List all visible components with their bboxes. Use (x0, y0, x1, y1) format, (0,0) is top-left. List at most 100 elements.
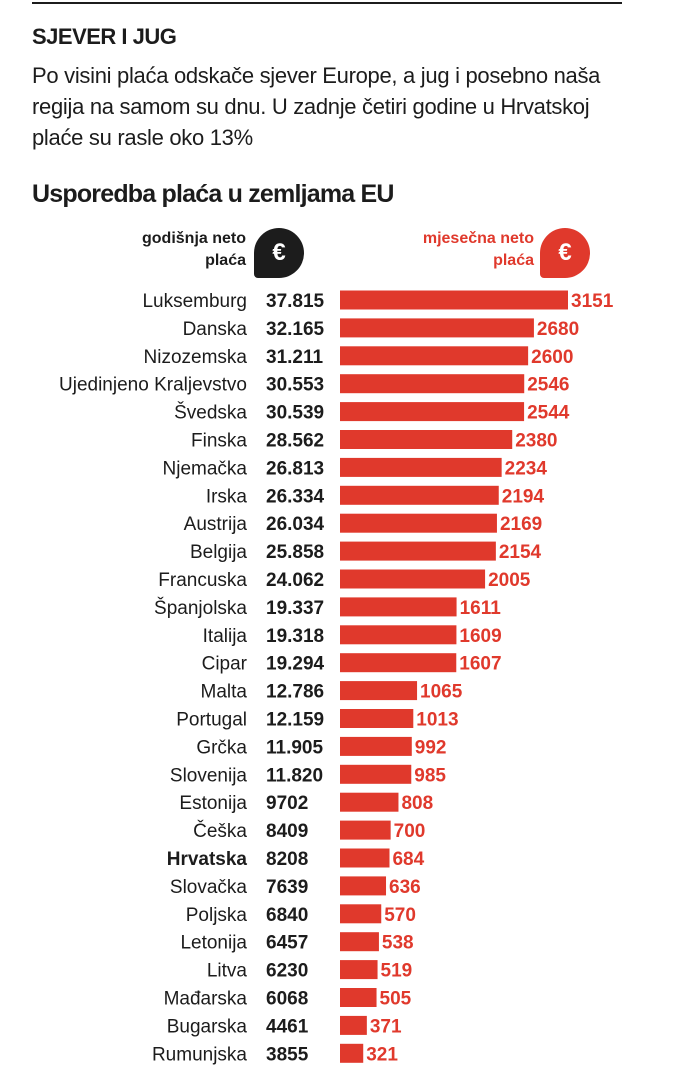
monthly-salary-bar (340, 709, 414, 728)
annual-value-label: 28.562 (266, 431, 324, 452)
country-label: Grčka (196, 737, 247, 758)
country-label: Litva (207, 961, 248, 982)
monthly-value-label: 2680 (537, 319, 579, 340)
monthly-salary-bar (340, 848, 390, 868)
country-label: Irska (206, 486, 248, 507)
monthly-value-label: 2005 (488, 570, 531, 591)
monthly-salary-bar (340, 904, 382, 924)
monthly-salary-bar (340, 485, 499, 505)
monthly-salary-bar (340, 960, 378, 980)
monthly-salary-bar (340, 346, 529, 366)
country-label: Nizozemska (144, 347, 248, 368)
monthly-value-label: 992 (415, 737, 447, 758)
monthly-value-label: 1065 (420, 682, 463, 703)
monthly-value-label: 321 (366, 1044, 398, 1065)
country-label: Mađarska (164, 989, 248, 1010)
monthly-value-label: 684 (392, 849, 424, 870)
monthly-value-label: 1609 (459, 626, 501, 647)
annual-value-label: 26.813 (266, 458, 324, 479)
monthly-salary-bar (340, 932, 379, 952)
country-label: Španjolska (154, 597, 247, 619)
monthly-value-label: 505 (380, 989, 412, 1010)
monthly-value-label: 1607 (459, 654, 501, 675)
country-label: Luksemburg (142, 291, 247, 312)
monthly-salary-bar (340, 764, 412, 784)
annual-value-label: 26.034 (266, 514, 325, 535)
monthly-salary-bar (340, 597, 457, 617)
monthly-salary-bar (340, 653, 457, 673)
monthly-salary-header: mjesečna neto plaća (422, 230, 534, 269)
monthly-value-label: 808 (401, 793, 433, 814)
intro-text: Po visini plaća odskače sjever Europe, a… (32, 63, 601, 150)
monthly-value-label: 636 (389, 877, 421, 898)
monthly-salary-bar (340, 290, 568, 310)
monthly-salary-bar (340, 430, 513, 449)
monthly-salary-bar (340, 457, 502, 477)
monthly-value-label: 538 (382, 933, 414, 954)
country-label: Bugarska (167, 1016, 248, 1037)
annual-value-label: 37.815 (266, 291, 325, 312)
annual-value-label: 32.165 (266, 319, 325, 340)
monthly-salary-bar (340, 736, 412, 756)
monthly-salary-bar (340, 681, 418, 701)
monthly-salary-bar (340, 318, 534, 338)
country-label: Švedska (174, 402, 247, 424)
monthly-salary-bar (340, 569, 486, 589)
monthly-value-label: 700 (394, 821, 426, 842)
country-label: Estonija (179, 793, 247, 814)
annual-value-label: 6457 (266, 933, 308, 954)
monthly-value-label: 985 (414, 765, 446, 786)
monthly-salary-bar (340, 625, 457, 645)
country-label: Slovačka (170, 877, 248, 898)
annual-salary-header: godišnja neto plaća (142, 230, 246, 269)
monthly-salary-bar (340, 988, 377, 1007)
euro-icon: € (254, 228, 304, 278)
annual-value-label: 12.159 (266, 710, 324, 731)
country-label: Italija (203, 626, 248, 647)
country-label: Ujedinjeno Kraljevstvo (59, 375, 247, 396)
annual-value-label: 31.211 (266, 347, 323, 368)
monthly-value-label: 1611 (460, 598, 502, 619)
annual-value-label: 6230 (266, 961, 308, 982)
monthly-salary-bar (340, 513, 497, 533)
annual-value-label: 24.062 (266, 570, 324, 591)
monthly-value-label: 519 (381, 961, 413, 982)
country-label: Letonija (180, 933, 247, 954)
annual-value-label: 30.539 (266, 403, 324, 424)
top-rule (32, 2, 622, 4)
annual-value-label: 8208 (266, 849, 308, 870)
annual-value-label: 6068 (266, 989, 308, 1010)
annual-value-label: 3855 (266, 1044, 309, 1065)
country-label: Njemačka (163, 458, 248, 479)
country-label: Rumunjska (152, 1044, 247, 1065)
country-label: Finska (191, 431, 247, 452)
country-label: Francuska (158, 570, 247, 591)
country-label: Portugal (176, 710, 247, 731)
annual-value-label: 26.334 (266, 486, 325, 507)
annual-value-label: 11.905 (266, 737, 323, 758)
country-label: Austrija (184, 514, 248, 535)
euro-icon: € (540, 228, 590, 278)
annual-value-label: 6840 (266, 905, 308, 926)
monthly-salary-bar (340, 1043, 364, 1063)
country-label: Slovenija (170, 765, 248, 786)
country-label: Poljska (186, 905, 248, 926)
monthly-value-label: 2154 (499, 542, 542, 563)
monthly-value-label: 2169 (500, 514, 542, 535)
monthly-value-label: 2546 (527, 375, 569, 396)
monthly-value-label: 2600 (531, 347, 573, 368)
annual-value-label: 19.337 (266, 598, 324, 619)
monthly-value-label: 2194 (502, 486, 545, 507)
annual-value-label: 19.294 (266, 654, 325, 675)
monthly-salary-bar (340, 374, 525, 394)
headline: SJEVER I JUG (32, 24, 177, 49)
country-label: Belgija (190, 542, 247, 563)
monthly-salary-bar (340, 876, 387, 896)
monthly-salary-bar (340, 1015, 367, 1035)
annual-value-label: 8409 (266, 821, 308, 842)
monthly-salary-bar (340, 541, 496, 561)
country-label: Cipar (202, 654, 248, 675)
annual-value-label: 25.858 (266, 542, 324, 563)
annual-value-label: 7639 (266, 877, 308, 898)
